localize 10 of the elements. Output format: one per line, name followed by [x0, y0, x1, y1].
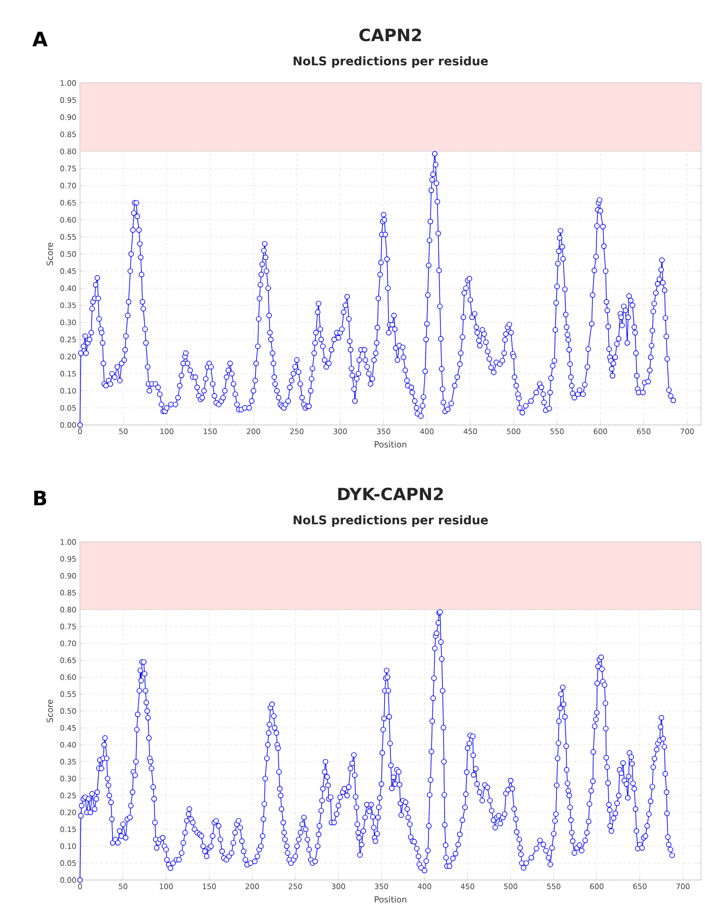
text: A [32, 32, 48, 46]
chart-subtitle: NoLS predictions per residue [294, 56, 488, 68]
y-axis-title: Score [46, 242, 54, 266]
x-axis-title: Position [374, 441, 406, 448]
chart-title: DYK-CAPN2 [338, 488, 443, 500]
text: B [34, 490, 46, 506]
chart-title: CAPN2 [359, 28, 421, 42]
x-axis-title: Position [374, 896, 406, 903]
y-axis-title: Score [46, 700, 54, 722]
chart-subtitle: NoLS predictions per residue [294, 515, 488, 527]
